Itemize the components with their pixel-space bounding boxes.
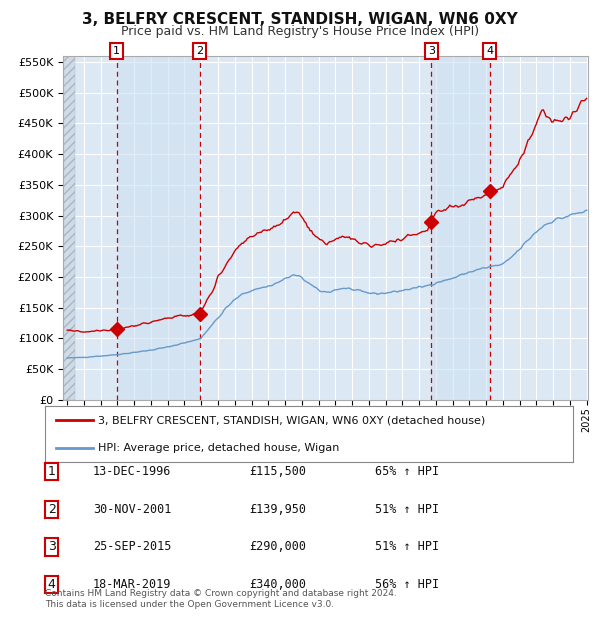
Text: 51% ↑ HPI: 51% ↑ HPI: [375, 503, 439, 516]
Bar: [431, 56, 490, 400]
Text: HPI: Average price, detached house, Wigan: HPI: Average price, detached house, Wiga…: [98, 443, 339, 453]
Text: £340,000: £340,000: [249, 578, 306, 591]
Text: 4: 4: [48, 578, 56, 591]
Text: Price paid vs. HM Land Registry's House Price Index (HPI): Price paid vs. HM Land Registry's House …: [121, 25, 479, 38]
Text: 3, BELFRY CRESCENT, STANDISH, WIGAN, WN6 0XY: 3, BELFRY CRESCENT, STANDISH, WIGAN, WN6…: [82, 12, 518, 27]
Text: 1: 1: [113, 46, 120, 56]
Text: 2: 2: [48, 503, 56, 516]
Text: 2: 2: [196, 46, 203, 56]
Bar: [63, 56, 75, 400]
Text: 1: 1: [48, 465, 56, 477]
Bar: [117, 56, 200, 400]
Text: 30-NOV-2001: 30-NOV-2001: [93, 503, 172, 516]
Text: 3: 3: [48, 541, 56, 553]
Text: 13-DEC-1996: 13-DEC-1996: [93, 465, 172, 477]
Text: 65% ↑ HPI: 65% ↑ HPI: [375, 465, 439, 477]
Text: £115,500: £115,500: [249, 465, 306, 477]
Text: 18-MAR-2019: 18-MAR-2019: [93, 578, 172, 591]
Text: 3, BELFRY CRESCENT, STANDISH, WIGAN, WN6 0XY (detached house): 3, BELFRY CRESCENT, STANDISH, WIGAN, WN6…: [98, 415, 485, 425]
Text: 56% ↑ HPI: 56% ↑ HPI: [375, 578, 439, 591]
Text: 51% ↑ HPI: 51% ↑ HPI: [375, 541, 439, 553]
Text: 25-SEP-2015: 25-SEP-2015: [93, 541, 172, 553]
Text: 3: 3: [428, 46, 435, 56]
Text: £290,000: £290,000: [249, 541, 306, 553]
Text: £139,950: £139,950: [249, 503, 306, 516]
Text: Contains HM Land Registry data © Crown copyright and database right 2024.
This d: Contains HM Land Registry data © Crown c…: [45, 590, 397, 609]
Text: 4: 4: [486, 46, 493, 56]
